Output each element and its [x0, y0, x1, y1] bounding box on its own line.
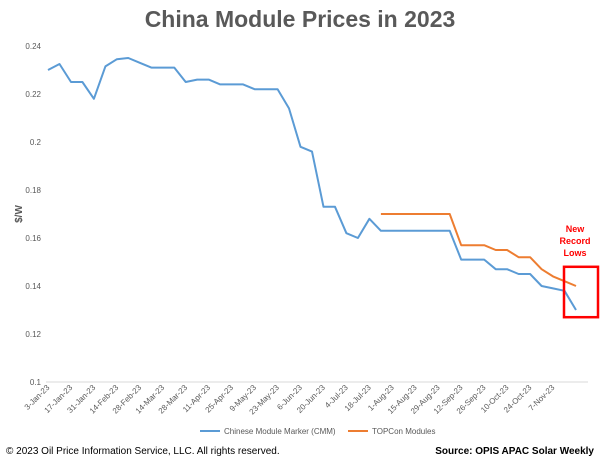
y-tick-label: 0.16: [25, 234, 41, 243]
y-tick-label: 0.2: [30, 138, 42, 147]
y-axis-label: $/W: [14, 205, 25, 223]
y-tick-label: 0.18: [25, 186, 41, 195]
annotation-box: [562, 265, 600, 319]
legend-label: Chinese Module Marker (CMM): [224, 427, 336, 436]
y-tick-label: 0.1: [30, 378, 42, 387]
chart-svg: 0.10.120.140.160.180.20.220.24$/W3-Jan-2…: [14, 42, 600, 436]
legend-label: TOPCon Modules: [372, 427, 435, 436]
copyright-text: © 2023 Oil Price Information Service, LL…: [6, 446, 280, 457]
y-tick-label: 0.22: [25, 90, 41, 99]
x-tick-label: 7-Nov-23: [527, 383, 557, 413]
y-tick-label: 0.14: [25, 282, 41, 291]
annotation-text: Record: [559, 236, 590, 246]
annotation-text: Lows: [563, 248, 586, 258]
y-tick-label: 0.24: [25, 42, 41, 51]
y-tick-label: 0.12: [25, 330, 41, 339]
chart-title: China Module Prices in 2023: [144, 6, 456, 32]
series-line-topcon: [380, 213, 577, 287]
annotation-text: New: [566, 224, 586, 234]
series-line-cmm: [47, 57, 577, 311]
source-text: Source: OPIS APAC Solar Weekly: [435, 446, 594, 457]
